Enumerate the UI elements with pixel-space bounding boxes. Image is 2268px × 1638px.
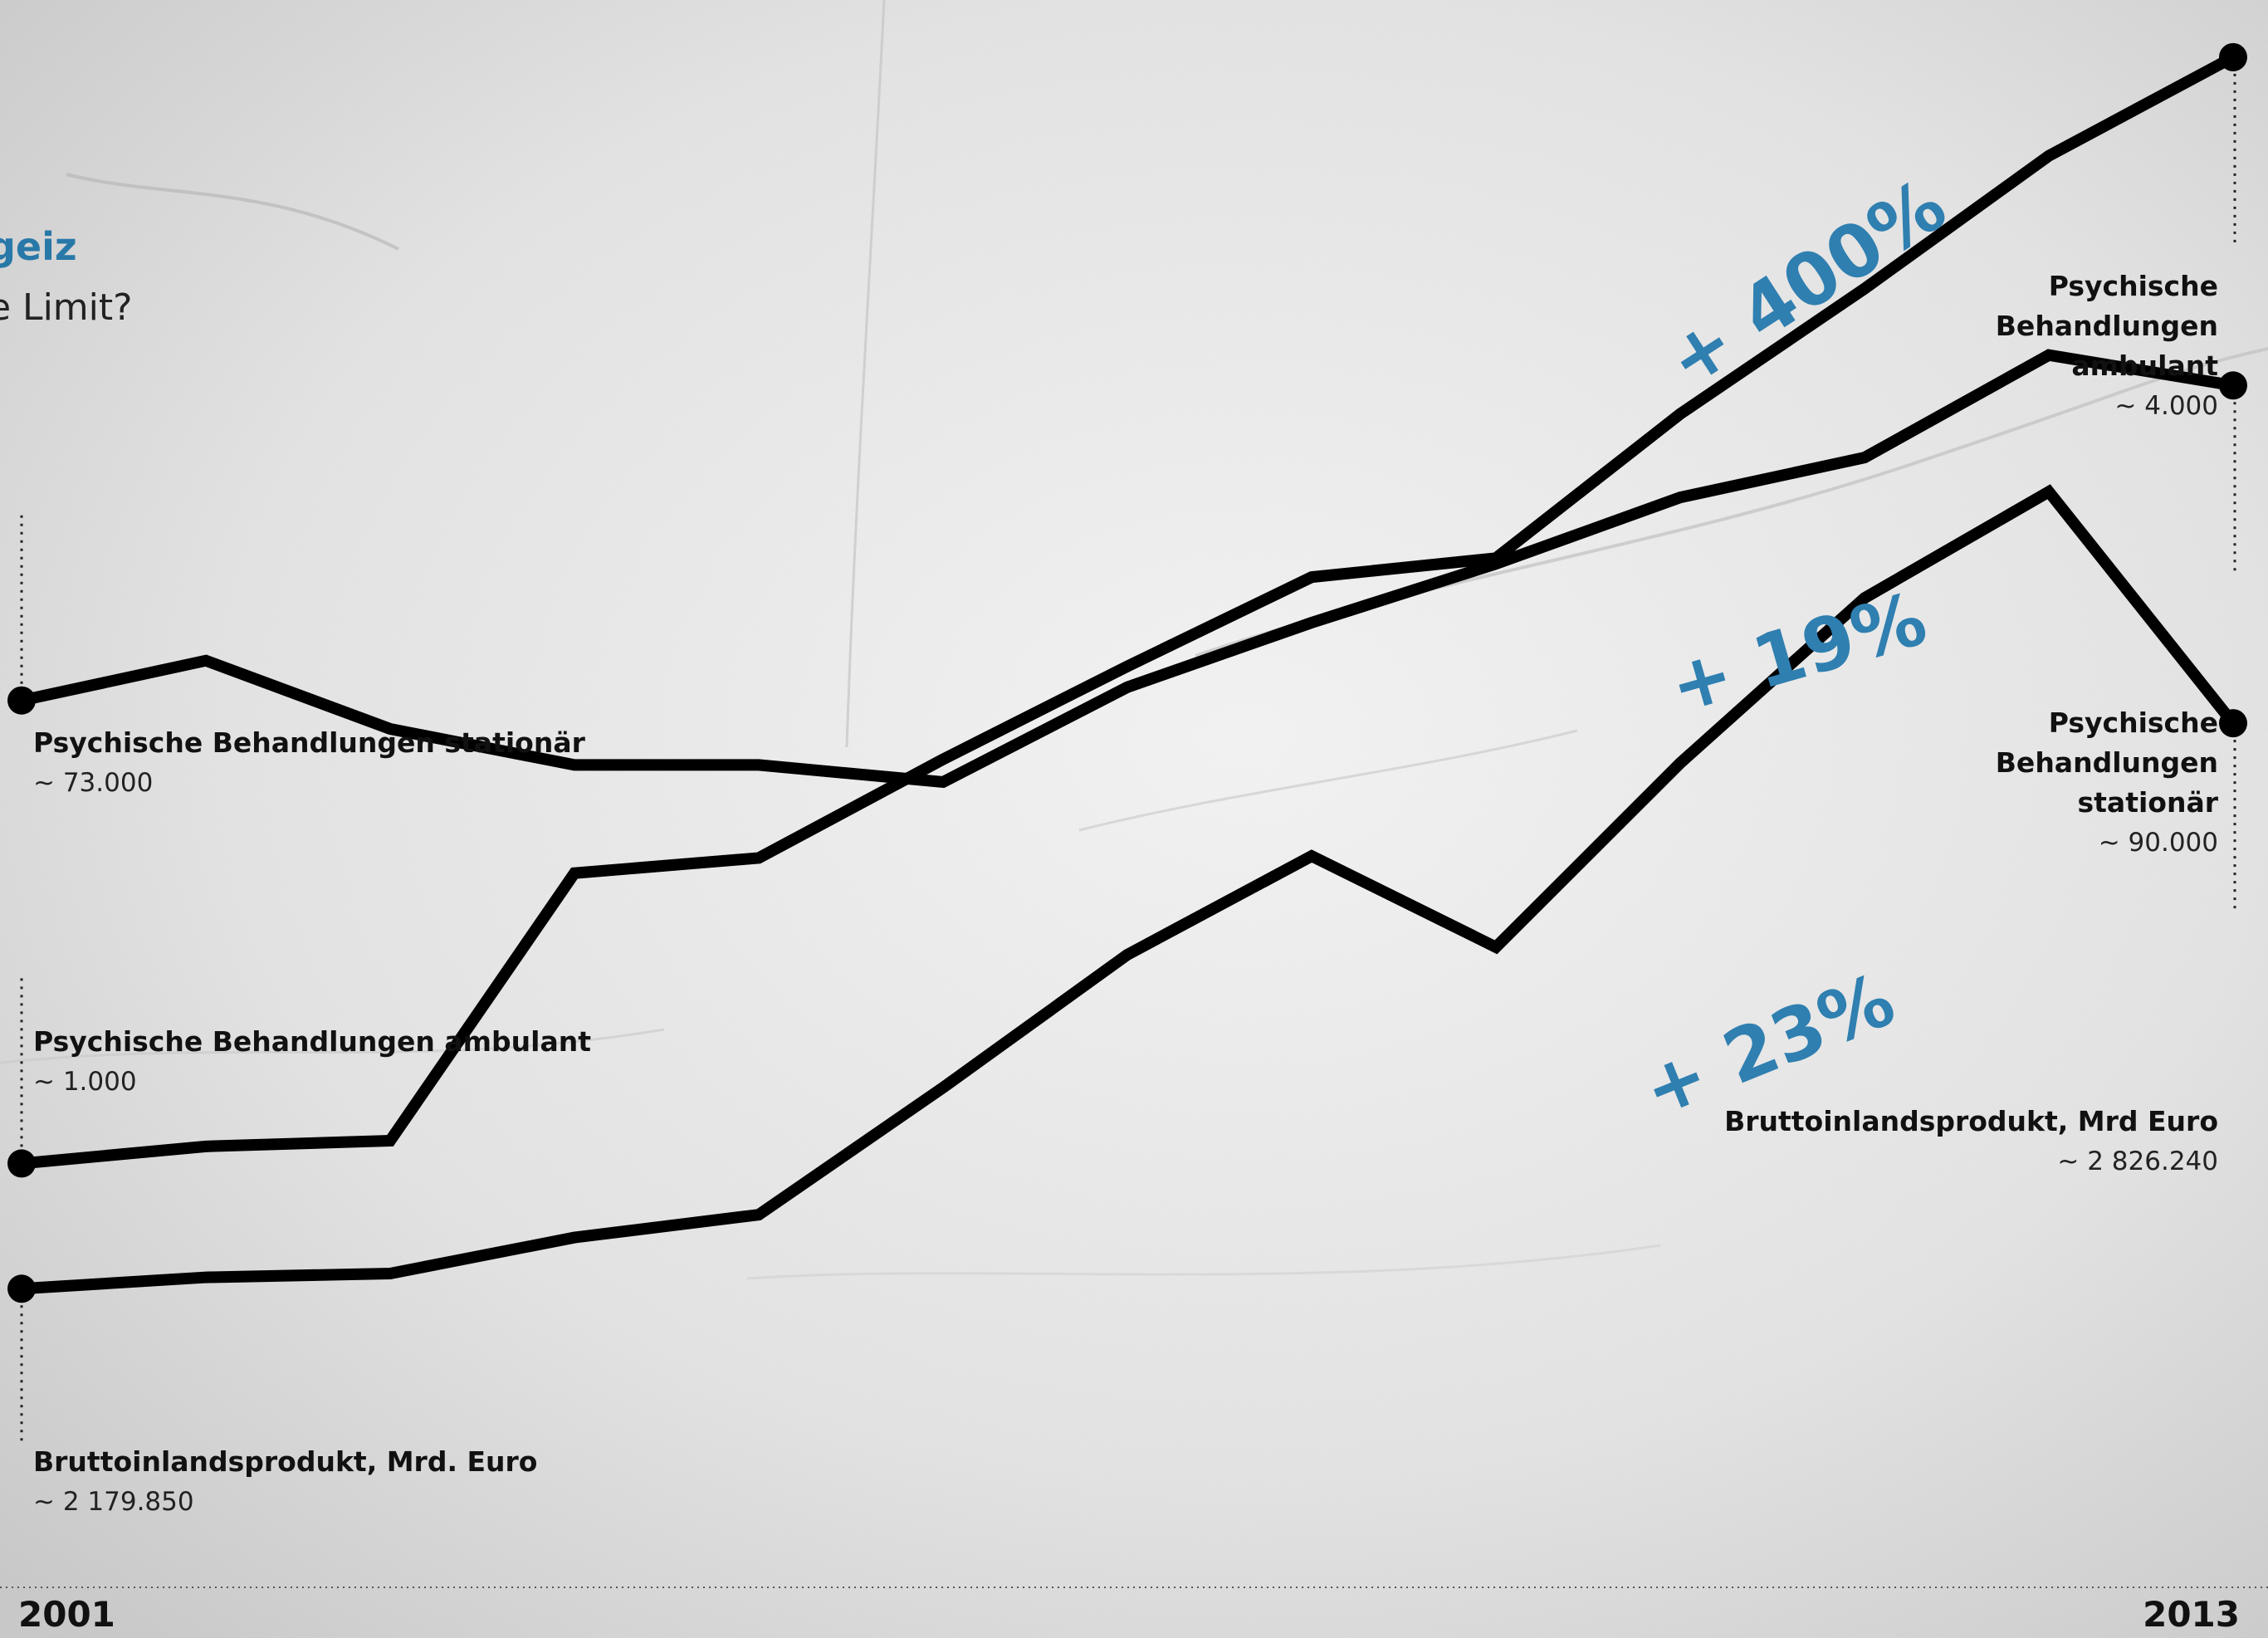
start-label-ambulant-value: ~ 1.000	[33, 1067, 137, 1097]
data-point-bip-2013	[2219, 709, 2247, 738]
series-line-stationaer	[20, 349, 2235, 789]
chart-title-fragment: geiz	[0, 224, 77, 269]
x-tick-label-end: 2013	[2143, 1594, 2240, 1635]
end-label-bip-name: Bruttoinlandsprodukt, Mrd Euro	[1724, 1105, 2218, 1137]
start-label-bip-name: Bruttoinlandsprodukt, Mrd. Euro	[33, 1445, 538, 1478]
series-line-bip	[21, 484, 2238, 1295]
end-label-ambulant-name: Psychische Behandlungen ambulant	[1995, 270, 2218, 382]
series-lines	[20, 51, 2238, 1295]
chart-subtitle-fragment: e Limit?	[0, 286, 133, 329]
data-point-bip-2001	[7, 1274, 36, 1303]
end-label-stationaer-name: Psychische Behandlungen stationär	[1995, 707, 2218, 819]
data-point-stationaer-2001	[7, 686, 36, 715]
data-point-ambulant-2001	[7, 1149, 36, 1178]
start-label-stationaer: Psychische Behandlungen stationär ~ 73.0…	[33, 723, 585, 803]
start-label-stationaer-value: ~ 73.000	[33, 768, 154, 798]
start-label-ambulant: Psychische Behandlungen ambulant ~ 1.000	[33, 1022, 591, 1102]
end-label-bip-value: ~ 2 826.240	[2057, 1147, 2218, 1176]
series-line-ambulant	[21, 51, 2236, 1170]
end-label-stationaer: Psychische Behandlungen stationär ~ 90.0…	[1861, 703, 2218, 863]
series-endpoints	[7, 42, 2247, 1303]
end-label-bip: Bruttoinlandsprodukt, Mrd Euro ~ 2 826.2…	[1724, 1102, 2218, 1181]
marker-guides	[20, 56, 2236, 1447]
start-label-ambulant-name: Psychische Behandlungen ambulant	[33, 1025, 592, 1058]
data-point-ambulant-2013	[2219, 42, 2247, 71]
end-label-ambulant-value: ~ 4.000	[2114, 391, 2218, 421]
end-label-ambulant: Psychische Behandlungen ambulant ~ 4.000	[1861, 266, 2218, 426]
data-point-stationaer-2013	[2219, 371, 2247, 400]
start-label-bip: Bruttoinlandsprodukt, Mrd. Euro ~ 2 179.…	[33, 1442, 537, 1522]
start-label-stationaer-name: Psychische Behandlungen stationär	[33, 726, 585, 759]
x-tick-label-start: 2001	[18, 1594, 115, 1635]
start-label-bip-value: ~ 2 179.850	[33, 1487, 194, 1517]
end-label-stationaer-value: ~ 90.000	[2098, 828, 2218, 858]
